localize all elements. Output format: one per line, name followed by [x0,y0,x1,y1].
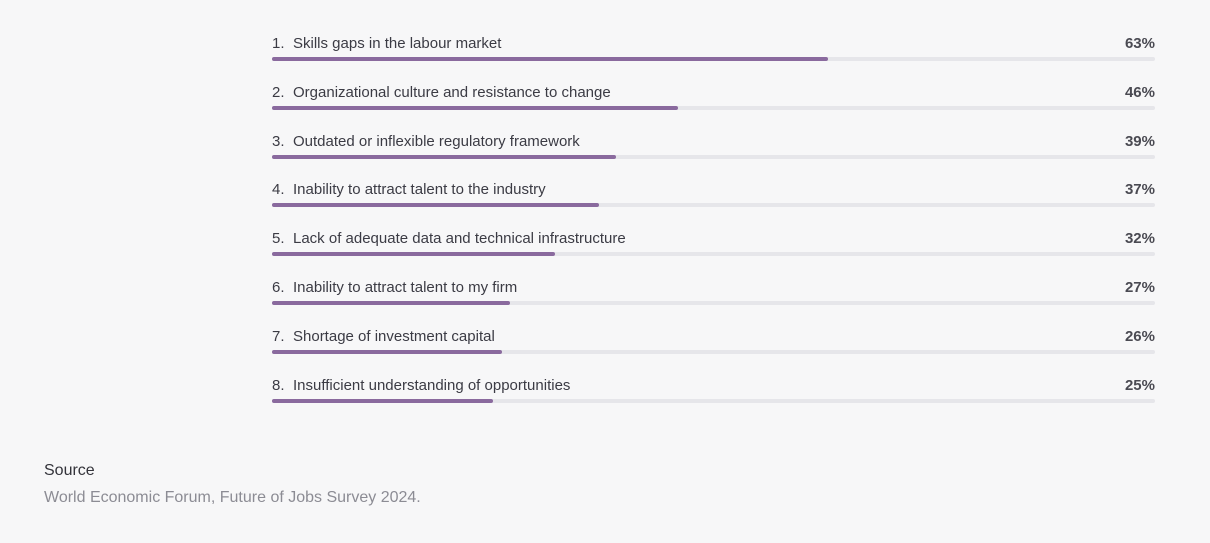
bar-row: 2. Organizational culture and resistance … [272,49,1155,110]
bar-track [272,301,1155,305]
source-title: Source [44,462,95,479]
bar [272,398,493,403]
bar-label: 3. Outdated or inflexible regulatory fram… [272,133,580,150]
bar-label: 4. Inability to attract talent to the ind… [272,181,546,198]
bar-row: 3. Outdated or inflexible regulatory fram… [272,98,1155,159]
bar-value-label: 63% [1124,35,1155,52]
bar-value-label: 46% [1124,83,1155,101]
bar-category: Inability to attract talent to my firm [293,279,518,296]
source-text: World Economic Forum, Future of Jobs Sur… [44,489,421,506]
bar-category: Outdated or inflexible regulatory framew… [293,132,580,150]
bar-rank: 2. [272,83,285,101]
bar-label: 1. Skills gaps in the labour market [272,35,501,52]
bar-track [272,57,1155,61]
bar-category: Organizational culture and resistance to… [293,83,611,101]
bar-label: 5. Lack of adequate data and technical in… [272,230,626,247]
bar-row: 1. Skills gaps in the labour market 63% [272,0,1155,61]
bar-value-label: 39% [1124,132,1155,150]
bar-row: 8. Insufficient understanding of opportun… [272,342,1155,403]
bar-track [272,398,1155,403]
bar-row: 6. Inability to attract talent to my firm… [272,244,1155,305]
bar [272,57,829,61]
bar-label: 2. Organizational culture and resistance … [272,84,611,101]
bar-value-label: 25% [1124,376,1155,394]
bar [272,154,617,159]
bar-value-label: 32% [1124,230,1155,248]
bar-rank: 3. [272,132,285,150]
bar-track [272,105,1155,110]
bar-category: Lack of adequate data and technical infr… [293,230,626,248]
bar-track [272,252,1155,257]
bar-category: Inability to attract talent to the indus… [293,181,546,199]
bar-rank: 8. [272,376,285,394]
bar-label: 8. Insufficient understanding of opportun… [272,377,570,394]
bar [272,105,679,110]
bar-value-label: 27% [1124,279,1155,296]
bar-rank: 5. [272,230,285,248]
bar [272,203,599,208]
bar [272,349,502,354]
bar-rank: 6. [272,279,285,296]
bar-track [272,349,1155,354]
bar-row: 5. Lack of adequate data and technical in… [272,195,1155,257]
bar [272,252,555,257]
bar-row: 7. Shortage of investment capital 26% [272,293,1155,354]
bar-label: 6. Inability to attract talent to my firm [272,279,517,296]
bar-track [272,154,1155,159]
bar-rank: 1. [272,35,285,52]
bar-label: 7. Shortage of investment capital [272,328,495,345]
bar-category: Shortage of investment capital [293,327,495,345]
bar-rank: 7. [272,327,285,345]
bar-value-label: 37% [1124,181,1155,199]
bar [272,301,511,305]
bar-category: Skills gaps in the labour market [293,35,502,52]
bar-value-label: 26% [1124,327,1155,345]
bar-category: Insufficient understanding of opportunit… [293,376,571,394]
bar-row: 4. Inability to attract talent to the ind… [272,146,1155,208]
bar-track [272,203,1155,208]
bar-rank: 4. [272,181,285,199]
